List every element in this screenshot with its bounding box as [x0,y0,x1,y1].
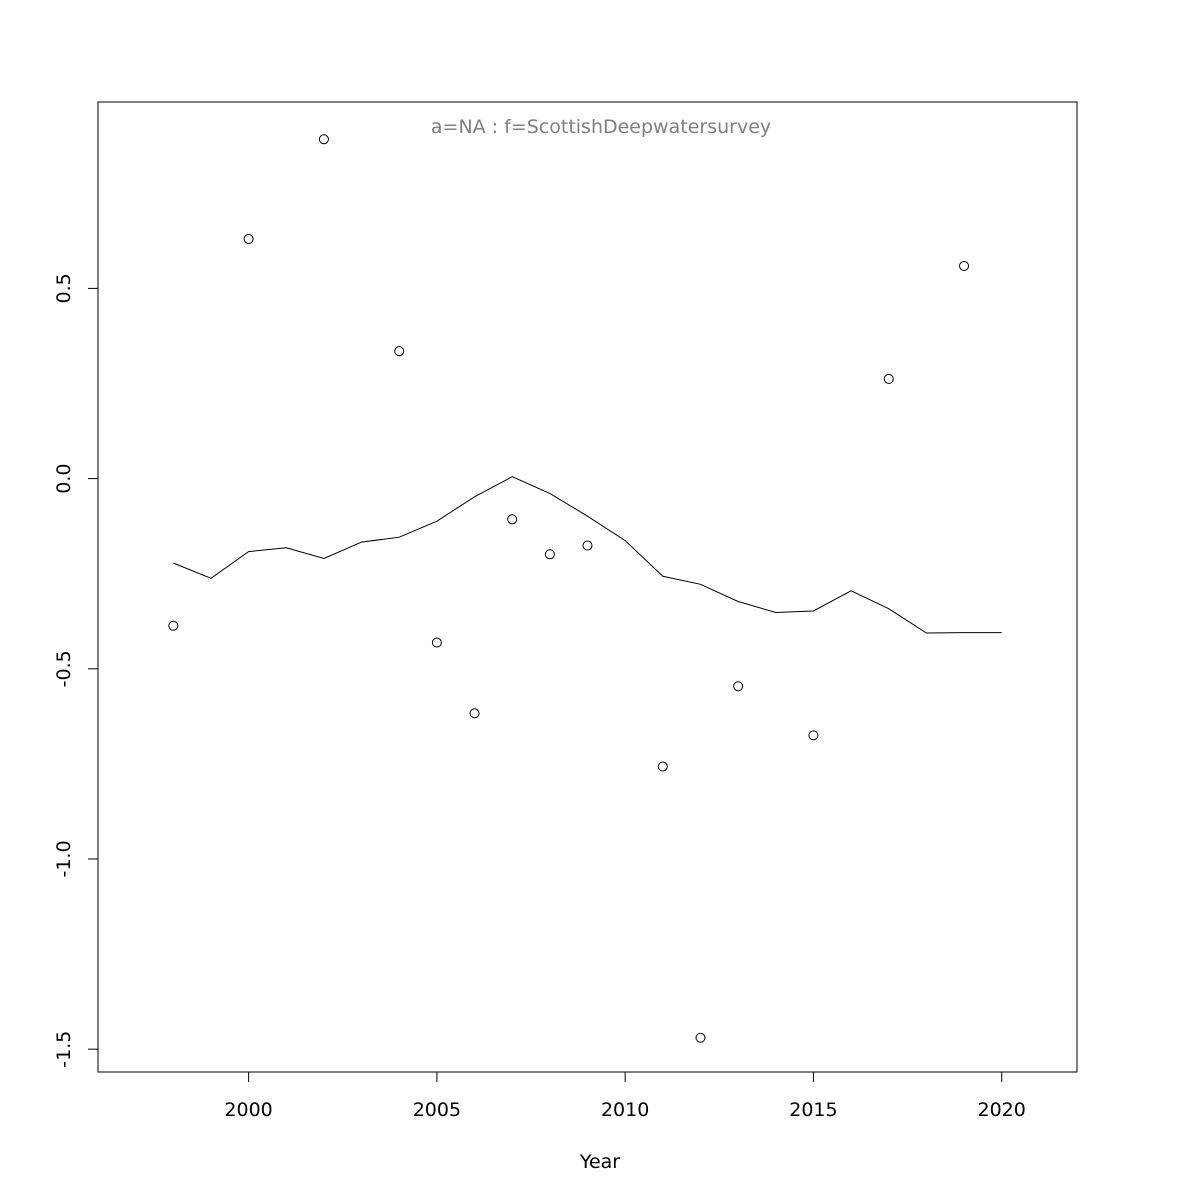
plot-frame [97,101,1078,1073]
x-axis: 2000 2005 2010 2015 2020 [224,1071,1026,1121]
y-tick-label: -1.5 [53,1031,75,1068]
data-point [582,540,593,551]
data-point [544,549,555,560]
x-tick-label: 2005 [413,1099,461,1121]
data-point [507,514,518,525]
y-tick-label: -0.5 [53,650,75,687]
data-point [168,620,179,631]
data-point [883,373,894,384]
x-tick-label: 2010 [601,1099,649,1121]
data-point [431,637,442,648]
y-tick-label: 0.5 [53,273,75,303]
x-tick-label: 2020 [978,1099,1026,1121]
trend-line-layer [173,476,1002,634]
data-point [318,134,329,145]
data-point [657,761,668,772]
data-point [394,346,405,357]
data-point [243,233,254,244]
data-point [695,1032,706,1043]
trend-line [173,476,1002,634]
y-tick-label: -1.0 [53,840,75,877]
y-tick-label: 0.0 [53,463,75,493]
x-axis-label: Year [579,1151,620,1173]
y-axis: -1.5 -1.0 -0.5 0.0 0.5 [53,273,99,1068]
data-points-layer [168,134,970,1043]
data-point [733,681,744,692]
data-point [808,730,819,741]
data-point [959,260,970,271]
chart-title: a=NA : f=ScottishDeepwatersurvey [431,116,771,138]
x-tick-label: 2000 [224,1099,272,1121]
x-tick-label: 2015 [789,1099,837,1121]
data-point [469,708,480,719]
